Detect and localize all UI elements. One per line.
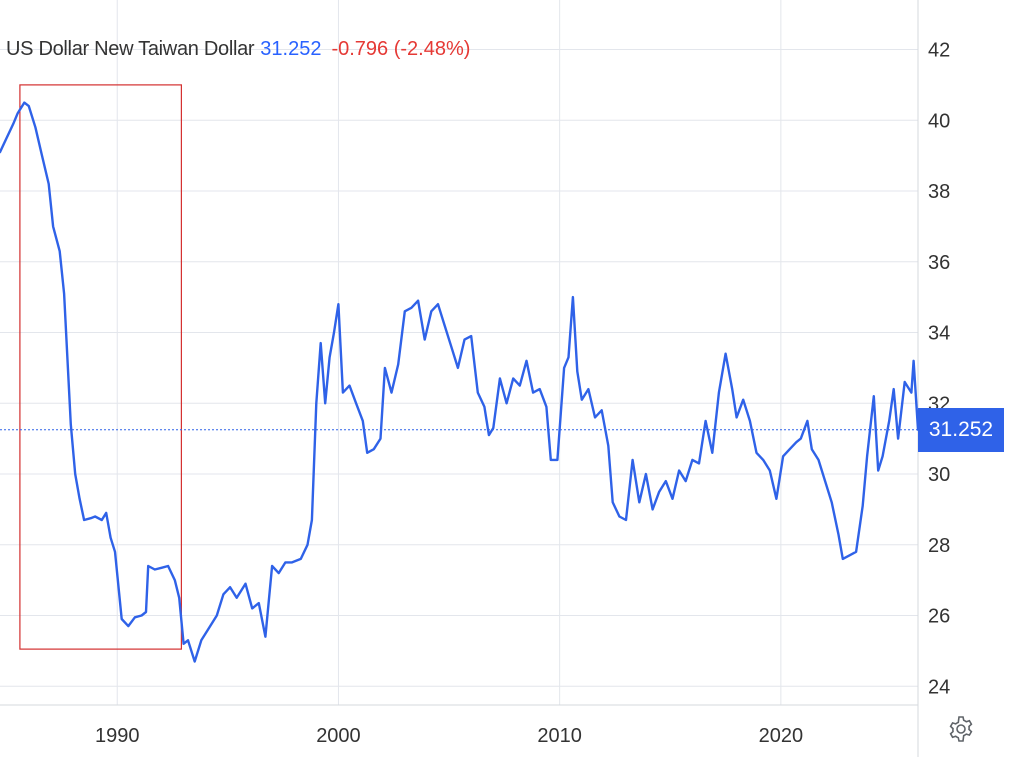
y-tick-label: 24	[928, 676, 950, 698]
y-tick-label: 40	[928, 110, 950, 132]
series-layer	[0, 101, 920, 663]
y-tick-label: 26	[928, 606, 950, 628]
gear-icon[interactable]	[946, 714, 976, 744]
y-tick-label: 36	[928, 252, 950, 274]
x-tick-label: 2000	[316, 725, 361, 747]
x-tick-label: 2010	[537, 725, 582, 747]
x-tick-label: 2020	[759, 725, 804, 747]
y-tick-label: 30	[928, 464, 950, 486]
x-tick-label: 1990	[95, 725, 140, 747]
price-change: -0.796 (-2.48%)	[331, 38, 471, 60]
y-tick-label: 42	[928, 40, 950, 62]
instrument-name: US Dollar New Taiwan Dollar	[6, 38, 255, 60]
y-tick-label: 34	[928, 323, 950, 345]
y-tick-label: 38	[928, 181, 950, 203]
grid	[0, 0, 918, 705]
highlight-box	[19, 84, 182, 650]
chart-legend-header: US Dollar New Taiwan Dollar 31.252 -0.796 …	[6, 38, 470, 61]
x-tick-labels: 1990 2000 2010 2020	[95, 725, 803, 747]
series-line-0	[0, 101, 920, 663]
y-tick-label: 28	[928, 535, 950, 557]
current-price-tag: 31.252	[918, 407, 1004, 452]
last-price: 31.252	[260, 38, 322, 60]
